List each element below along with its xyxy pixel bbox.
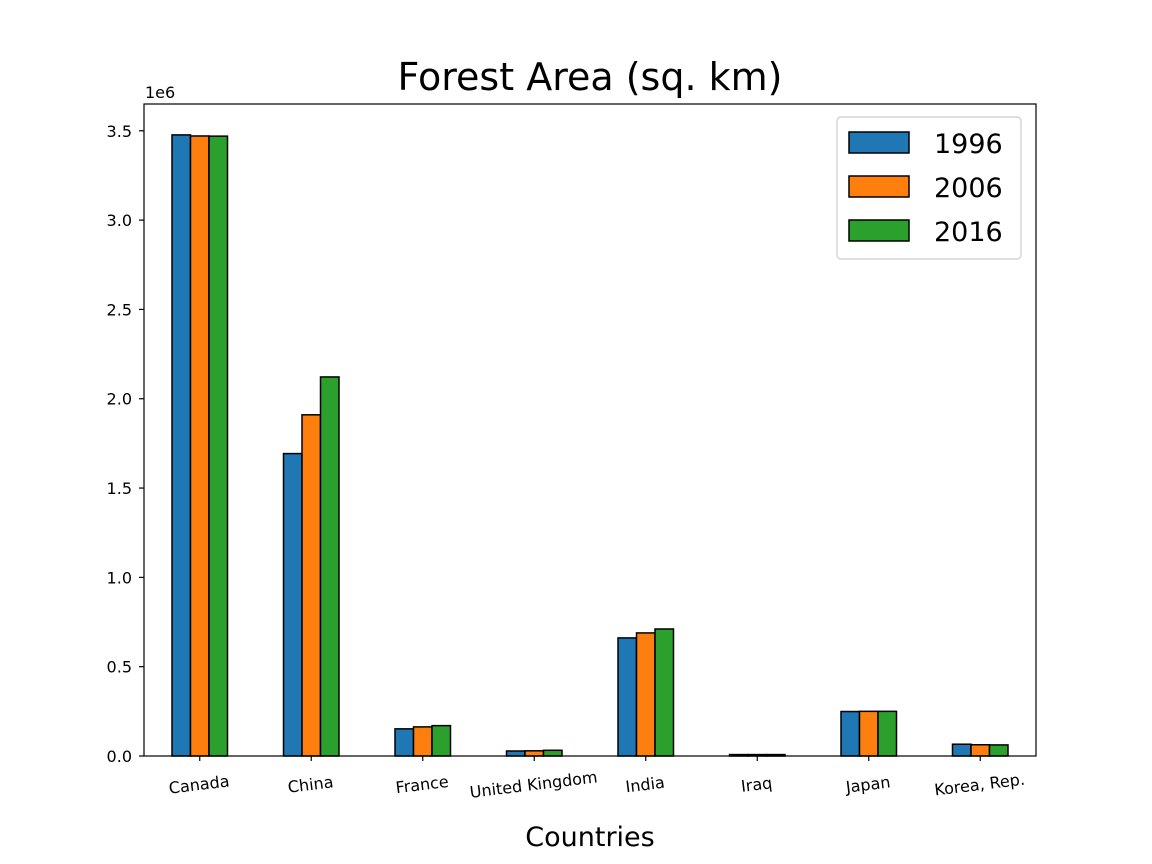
chart-title: Forest Area (sq. km): [398, 55, 783, 99]
y-axis: 0.0 0.5 1.0 1.5 2.0 2.5 3.0 3.5: [107, 122, 144, 766]
legend-label-1996: 1996: [934, 129, 1003, 160]
bar-1996-2: [394, 728, 415, 757]
bar-2016-2: [431, 724, 452, 757]
x-tick-label: India: [624, 773, 665, 797]
legend-label-2016: 2016: [934, 217, 1003, 248]
x-tick-label: Korea, Rep.: [933, 770, 1026, 800]
x-tick-label: Canada: [168, 771, 231, 797]
bar-2016-4: [654, 628, 675, 757]
bar-1996-3: [505, 750, 526, 757]
legend-label-2006: 2006: [934, 173, 1003, 204]
legend-swatch-2016: [848, 219, 910, 242]
legend-swatch-1996: [848, 131, 910, 154]
bar-1996-7: [951, 743, 972, 757]
x-tick-label: Japan: [844, 772, 892, 796]
bar-2016-6: [877, 710, 898, 757]
y-axis-offset-text: 1e6: [145, 83, 175, 102]
x-axis-label: Countries: [525, 822, 654, 853]
bar-2006-3: [524, 750, 545, 757]
bar-2006-4: [635, 632, 656, 757]
bar-2016-7: [988, 744, 1009, 757]
bar-2006-6: [858, 710, 879, 757]
bar-1996-0: [171, 134, 192, 757]
bar-2016-3: [542, 749, 563, 757]
y-tick-label: 1.5: [107, 479, 132, 498]
bar-1996-4: [617, 637, 638, 757]
x-axis: Canada China France United Kingdom India Iraq…: [168, 756, 1026, 802]
bar-1996-1: [282, 452, 303, 757]
y-tick-label: 2.0: [107, 390, 132, 409]
x-tick-label: China: [287, 772, 335, 796]
y-tick-label: 1.0: [107, 568, 132, 587]
legend-swatch-2006: [848, 175, 910, 198]
bar-2016-0: [208, 135, 229, 757]
bar-2006-7: [970, 743, 991, 757]
y-tick-label: 0.5: [107, 658, 132, 677]
x-tick-label: France: [395, 772, 450, 797]
y-tick-label: 3.0: [107, 211, 132, 230]
legend: 1996 2006 2016: [836, 116, 1022, 260]
bars-group: [171, 134, 1009, 757]
y-tick-label: 2.5: [107, 300, 132, 319]
bar-2016-1: [319, 376, 340, 757]
bar-2006-0: [189, 135, 210, 757]
bar-1996-6: [840, 710, 861, 757]
y-tick-label: 3.5: [107, 122, 132, 141]
plot-frame: [143, 103, 1037, 757]
bar-2006-1: [301, 414, 322, 757]
x-tick-label: Iraq: [740, 773, 773, 796]
x-tick-label: United Kingdom: [469, 767, 599, 802]
y-tick-label: 0.0: [107, 747, 132, 766]
bar-2006-2: [412, 726, 433, 757]
